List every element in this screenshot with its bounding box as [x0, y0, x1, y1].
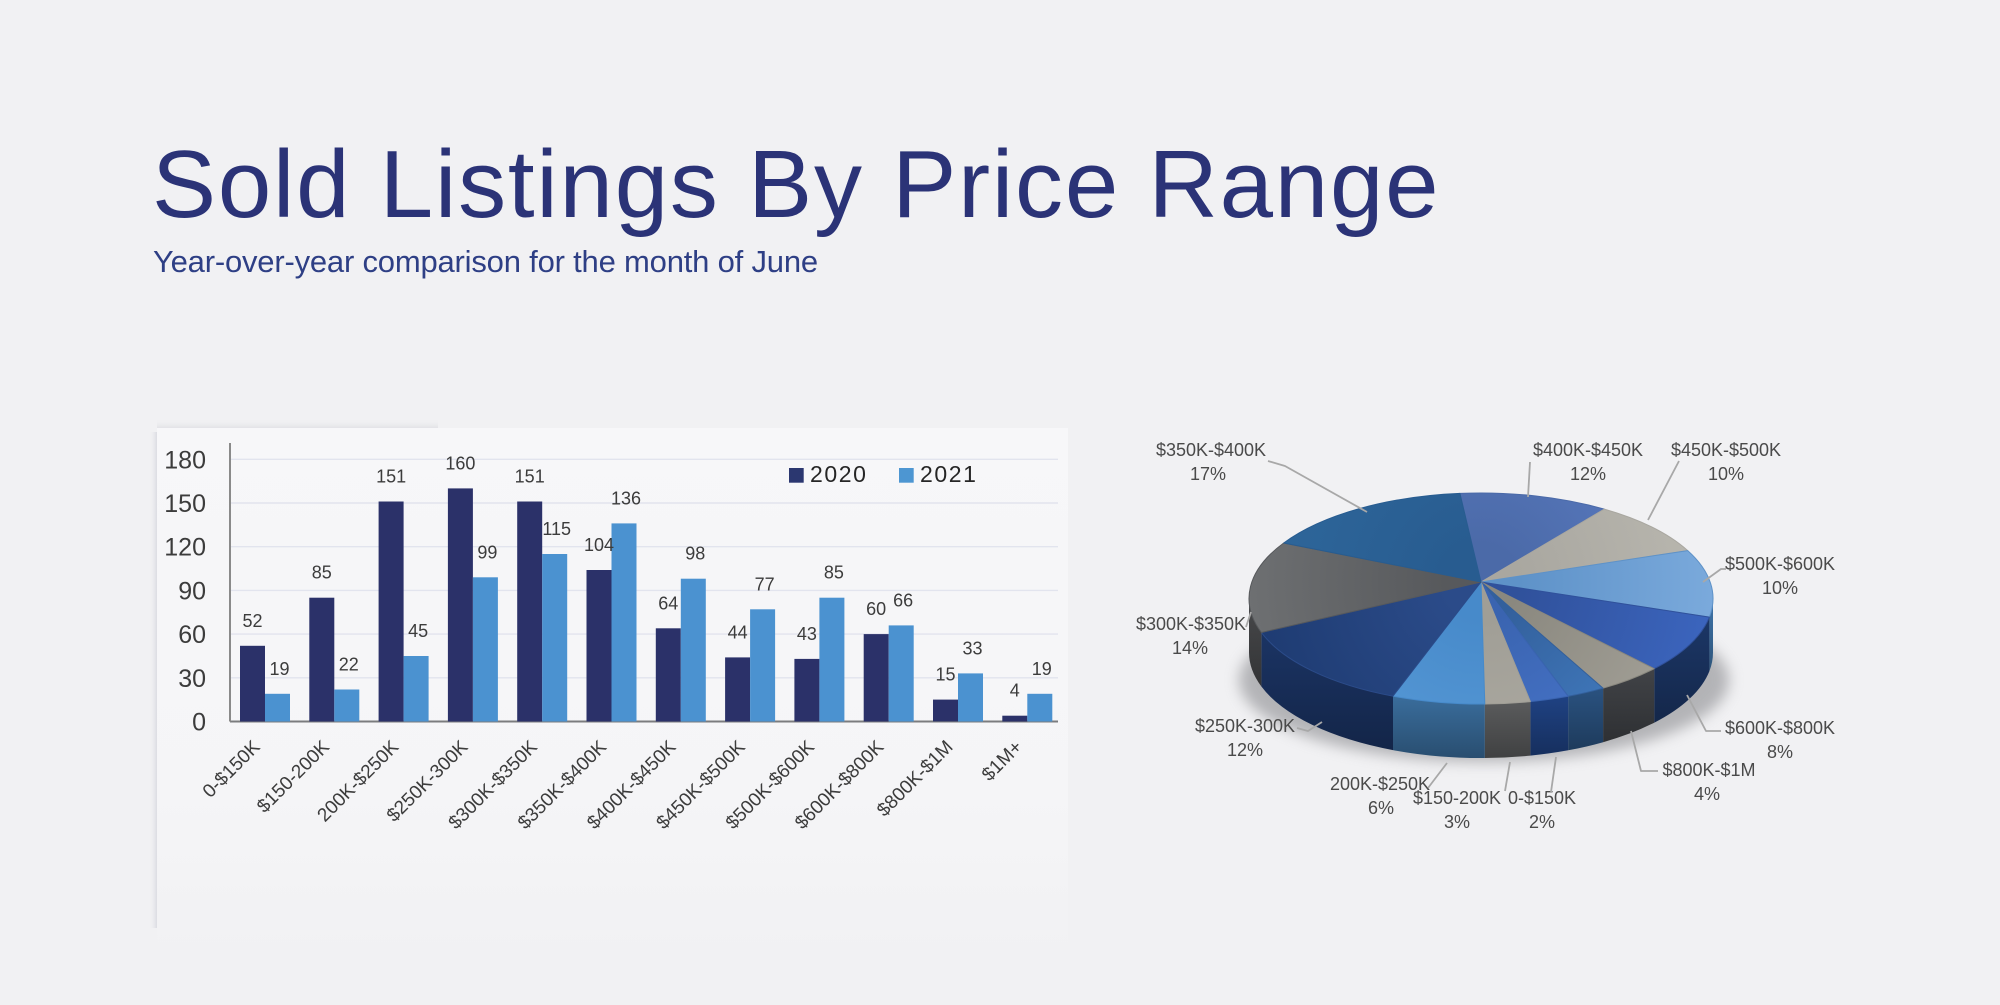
svg-text:60: 60: [178, 621, 206, 649]
svg-text:0-$150K: 0-$150K: [1508, 788, 1576, 808]
svg-text:22: 22: [339, 655, 359, 675]
svg-text:15: 15: [935, 665, 955, 685]
svg-text:90: 90: [178, 577, 206, 605]
svg-text:45: 45: [408, 621, 428, 641]
svg-text:Year-over-year comparison for: Year-over-year comparison for the month …: [153, 244, 818, 279]
svg-text:3%: 3%: [1444, 812, 1470, 832]
svg-text:120: 120: [164, 534, 206, 562]
svg-text:8%: 8%: [1767, 742, 1793, 762]
svg-text:77: 77: [755, 574, 775, 594]
svg-text:12%: 12%: [1570, 464, 1606, 484]
svg-text:$300K-$350K: $300K-$350K: [1136, 614, 1246, 634]
svg-text:$600K-$800K: $600K-$800K: [1725, 718, 1835, 738]
svg-text:$400K-$450K: $400K-$450K: [1533, 440, 1643, 460]
svg-text:151: 151: [515, 467, 545, 487]
svg-text:200K-$250K: 200K-$250K: [1330, 774, 1430, 794]
svg-text:180: 180: [164, 446, 206, 474]
svg-text:151: 151: [376, 467, 406, 487]
svg-text:85: 85: [824, 563, 844, 583]
svg-text:$350K-$400K: $350K-$400K: [1156, 440, 1266, 460]
svg-text:4: 4: [1010, 681, 1020, 701]
svg-text:2020: 2020: [810, 461, 868, 487]
svg-text:$500K-$600K: $500K-$600K: [1725, 554, 1835, 574]
svg-text:2%: 2%: [1529, 812, 1555, 832]
svg-text:43: 43: [797, 624, 817, 644]
svg-text:$800K-$1M: $800K-$1M: [1662, 760, 1755, 780]
svg-text:4%: 4%: [1694, 784, 1720, 804]
svg-text:115: 115: [542, 519, 571, 539]
svg-text:160: 160: [445, 453, 475, 473]
svg-text:$450K-$500K: $450K-$500K: [1671, 440, 1781, 460]
svg-text:17%: 17%: [1190, 464, 1226, 484]
svg-text:33: 33: [962, 638, 982, 658]
svg-text:Sold Listings By Price Range: Sold Listings By Price Range: [152, 131, 1440, 238]
svg-text:99: 99: [477, 542, 497, 562]
svg-text:14%: 14%: [1172, 638, 1208, 658]
svg-text:44: 44: [728, 622, 748, 642]
svg-text:30: 30: [178, 665, 206, 693]
svg-text:19: 19: [269, 659, 289, 679]
svg-text:66: 66: [893, 590, 913, 610]
svg-text:6%: 6%: [1368, 798, 1394, 818]
svg-text:60: 60: [866, 599, 886, 619]
svg-text:98: 98: [685, 544, 705, 564]
svg-text:85: 85: [312, 563, 332, 583]
svg-text:136: 136: [611, 488, 641, 508]
svg-text:$150-200K: $150-200K: [1413, 788, 1501, 808]
svg-text:150: 150: [164, 490, 206, 518]
svg-text:10%: 10%: [1762, 578, 1798, 598]
svg-text:2021: 2021: [920, 461, 978, 487]
svg-text:$250K-300K: $250K-300K: [1195, 716, 1295, 736]
svg-text:64: 64: [658, 593, 678, 613]
svg-text:0: 0: [192, 709, 206, 737]
svg-text:104: 104: [584, 535, 614, 555]
svg-text:52: 52: [242, 611, 262, 631]
svg-text:12%: 12%: [1227, 740, 1263, 760]
svg-text:10%: 10%: [1708, 464, 1744, 484]
svg-text:19: 19: [1032, 659, 1052, 679]
